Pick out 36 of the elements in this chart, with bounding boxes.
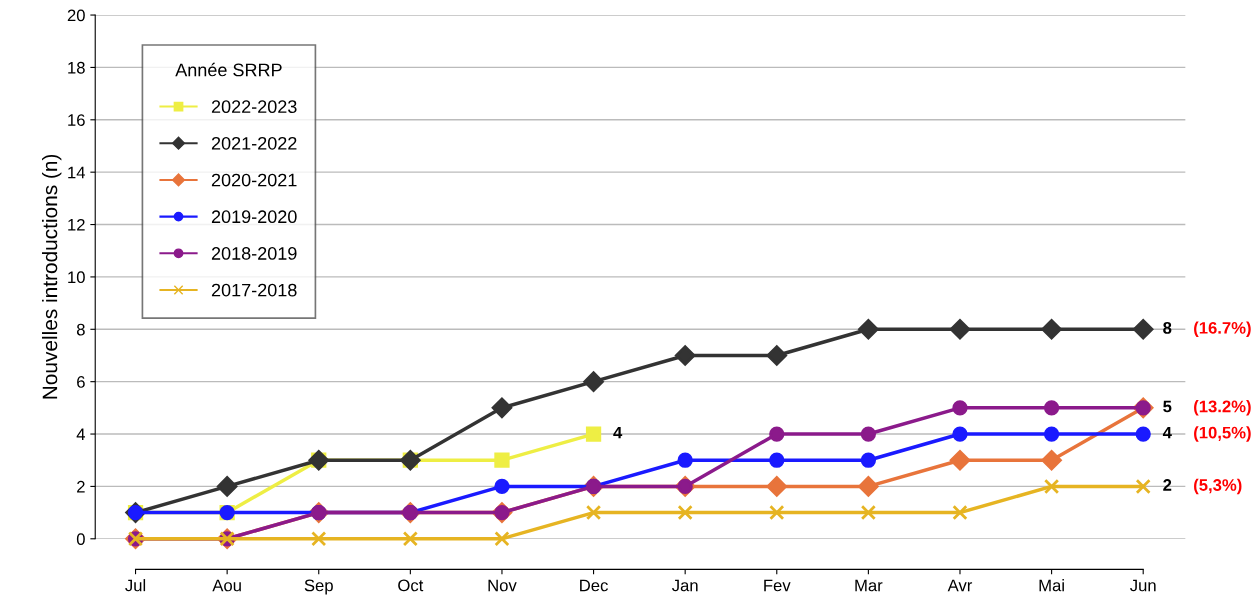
y-axis-title: Nouvelles introductions (n) [41,154,62,399]
y-tick-label: 4 [76,428,86,441]
x-tick-label: Nov [488,579,517,592]
y-tick-label: 10 [68,271,85,284]
y-tick-label: 0 [76,533,85,545]
text: 5 (13.2%) [1163,400,1251,416]
x-tick-label: Dec [580,579,608,592]
x-tick-label: Mar [855,579,883,592]
legend-title: Année SRRP [175,62,282,77]
y-tick-label: 18 [68,61,85,74]
x-tick-label: Oct [398,579,424,592]
x-tick-label: Avr [947,579,973,592]
y-tick-label: 14 [68,166,86,179]
legend-label: 2021-2022 [211,136,297,150]
x-tick-label: Fev [764,579,791,592]
text: 4 (10,5%) [1162,426,1251,442]
legend-label: 2018-2019 [211,247,297,260]
data-label: 4 [613,426,623,439]
text: 8 (16.7%) [1163,321,1251,338]
y-tick-label: 8 [76,323,85,336]
legend-label: 2022-2023 [211,100,297,114]
y-tick-label: 2 [77,480,85,493]
y-tick-label: 20 [67,9,85,22]
x-tick-label: Aou [212,579,241,592]
y-tick-label: 12 [68,218,85,231]
legend-label: 2019-2020 [211,210,297,224]
x-tick-label: Jun [1130,579,1156,592]
text: 2 (5,3%) [1163,478,1242,495]
x-tick-label: Mai [1039,579,1064,592]
legend-label: 2017-2018 [211,283,297,297]
legend-label: 2020-2021 [211,173,297,187]
y-tick-label: 16 [68,114,85,126]
x-tick-label: Jul [125,579,146,592]
y-tick-label: 6 [77,376,85,388]
x-tick-label: Jan [672,579,698,592]
x-tick-label: Sep [304,579,333,595]
